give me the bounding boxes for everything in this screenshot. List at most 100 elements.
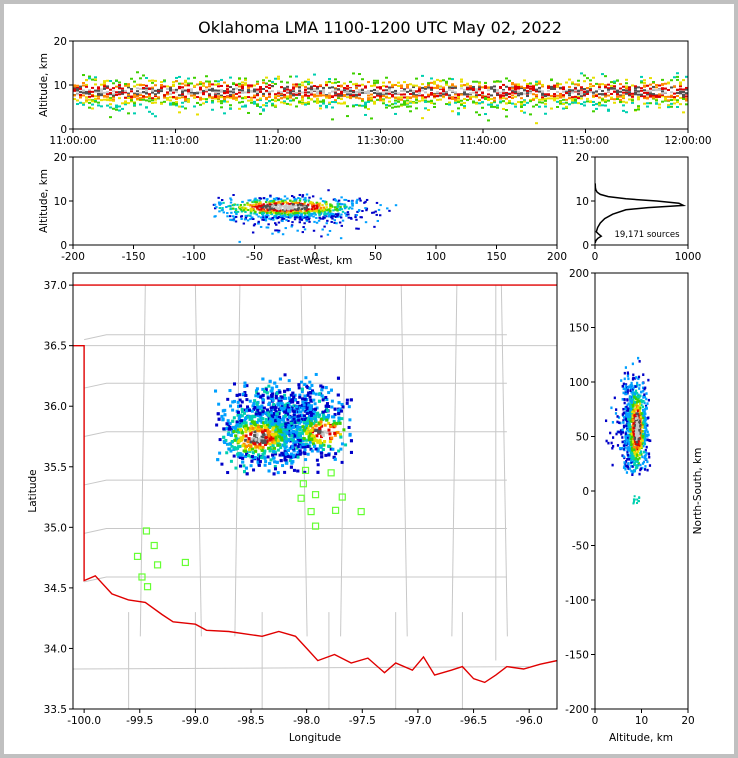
time-source-pixel [169,93,172,96]
ew-source-pixel [253,198,256,201]
ew-source-pixel [296,229,299,232]
ew-source-pixel [249,212,253,215]
time-source-pixel [343,89,346,92]
plan-source-pixel [293,393,297,397]
ew-source-pixel [250,217,253,220]
ew-source-pixel [290,225,293,228]
plan-source-pixel [271,444,275,448]
time-source-pixel [139,91,142,94]
time-source-pixel [511,87,514,90]
time-source-pixel [679,103,682,106]
longitude-xtick-label: -100.0 [67,715,101,727]
plan-source-pixel [337,420,341,424]
plan-source-pixel [272,412,276,416]
time-source-pixel [541,92,544,95]
time-source-pixel [544,102,547,105]
figure-frame: Oklahoma LMA 1100-1200 UTC May 02, 2022 … [4,4,734,754]
time-source-pixel [472,101,475,104]
ew-source-pixel [332,209,335,212]
ew-source-pixel [222,201,225,204]
ew-source-pixel [355,227,358,230]
plan-source-pixel [243,381,247,385]
time-source-pixel [637,106,640,109]
time-source-pixel [361,98,364,101]
time-source-pixel [451,86,454,89]
time-source-pixel [268,100,271,103]
plan-source-pixel [332,419,336,423]
ns-source-pixel [624,460,628,463]
plan-source-pixel [256,460,260,464]
time-source-pixel [85,100,88,103]
time-source-pixel [430,92,433,95]
time-source-pixel [520,97,523,100]
ew-source-pixel [288,214,291,217]
plan-source-pixel [308,410,312,414]
time-source-pixel [475,111,478,114]
time-source-pixel [352,72,355,75]
time-source-pixel [367,98,370,101]
time-source-pixel [652,81,655,84]
ew-source-pixel [235,211,238,214]
time-source-pixel [571,91,574,94]
ew-source-pixel [262,197,266,200]
ew-source-pixel [262,206,265,209]
plan-source-pixel [300,387,304,391]
ew-source-pixel [261,218,264,221]
time-source-pixel [427,95,430,98]
ew-source-pixel [238,240,241,243]
plan-source-pixel [237,440,241,444]
time-source-pixel [664,95,667,98]
time-altitude-ylabel: Altitude, km [38,53,50,117]
time-source-pixel [106,95,109,98]
time-source-pixel [562,102,565,105]
plan-source-pixel [304,400,308,404]
time-source-pixel [457,94,460,97]
time-source-pixel [262,79,265,82]
ew-source-pixel [301,215,304,218]
plan-source-pixel [278,377,282,381]
time-source-pixel [166,85,169,88]
plan-source-pixel [258,437,262,441]
plan-source-pixel [231,400,235,404]
time-source-pixel [283,102,286,105]
time-source-pixel [238,77,241,80]
time-source-pixel [409,96,412,99]
plan-source-pixel [241,436,245,440]
plan-source-pixel [287,379,291,383]
plan-source-pixel [239,404,243,408]
plan-source-pixel [309,447,313,451]
plan-source-pixel [320,443,324,447]
time-source-pixel [199,103,202,106]
time-source-pixel [505,91,508,94]
time-source-pixel [517,85,520,88]
time-source-pixel [250,99,253,102]
time-source-pixel [115,104,118,107]
plan-source-pixel [272,450,276,454]
time-source-pixel [82,74,85,77]
ew-source-pixel [318,211,321,214]
ew-source-pixel [258,197,261,200]
time-source-pixel [685,95,688,98]
time-source-pixel [421,97,424,100]
time-source-pixel [256,83,259,86]
time-source-pixel [601,93,604,96]
ew-source-pixel [262,209,265,212]
plan-source-pixel [321,413,325,417]
plan-source-pixel [312,410,316,414]
time-source-pixel [220,100,223,103]
time-source-pixel [541,101,544,104]
plan-source-pixel [232,416,236,420]
time-source-pixel [304,101,307,104]
ew-source-pixel [307,200,311,203]
longitude-xtick-label: -97.5 [349,715,376,727]
time-source-pixel [262,109,265,112]
time-source-pixel [145,99,148,102]
time-source-pixel [295,83,298,86]
plan-source-pixel [251,451,255,455]
plan-source-pixel [244,427,248,431]
time-source-pixel [472,80,475,83]
time-source-pixel [340,92,343,95]
time-source-pixel [538,90,541,93]
plan-source-pixel [309,407,313,411]
ew-source-pixel [315,221,319,224]
